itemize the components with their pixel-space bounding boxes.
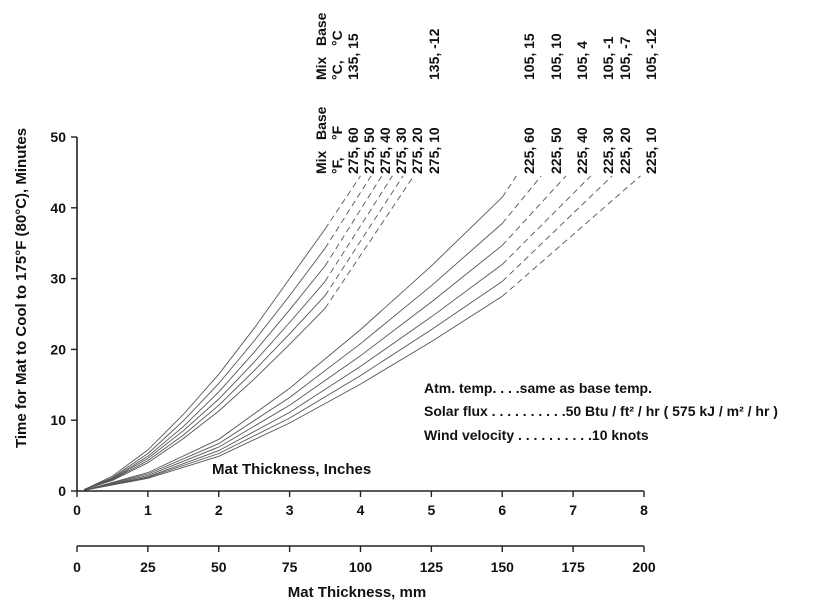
mm-axis-title: Mat Thickness, mm bbox=[288, 584, 426, 601]
series-label-c: 105, 10 bbox=[548, 33, 564, 80]
series-line bbox=[83, 244, 503, 491]
series-label-f: 275, 60 bbox=[345, 127, 361, 174]
series-label-f: 225, 40 bbox=[574, 127, 590, 174]
x-tick-label: 5 bbox=[427, 502, 435, 518]
x-tick-label: 3 bbox=[286, 502, 294, 518]
series-label-c: 105, -7 bbox=[617, 36, 633, 80]
x-tick-label: 8 bbox=[640, 502, 648, 518]
x-tick-label: 4 bbox=[357, 502, 365, 518]
series-line-extension bbox=[324, 175, 383, 267]
series-line bbox=[83, 265, 326, 491]
series-label-c: 135, 15 bbox=[345, 33, 361, 80]
mm-tick-label: 75 bbox=[282, 559, 298, 575]
series-line bbox=[84, 281, 503, 491]
series-line-extension bbox=[501, 175, 542, 224]
header-c-base: Base bbox=[313, 12, 329, 46]
x-tick-label: 0 bbox=[73, 502, 81, 518]
mm-tick-label: 0 bbox=[73, 559, 81, 575]
y-axis-ticks: 0 10 20 30 40 50 bbox=[50, 129, 77, 499]
mm-tick-label: 125 bbox=[420, 559, 444, 575]
series-line-extension bbox=[501, 175, 517, 198]
series-line bbox=[83, 223, 503, 491]
mm-tick-label: 175 bbox=[561, 559, 585, 575]
series-line bbox=[83, 228, 326, 491]
series-label-f: 225, 10 bbox=[643, 127, 659, 174]
mm-tick-label: 50 bbox=[211, 559, 227, 575]
x-axis-title: Mat Thickness, Inches bbox=[212, 461, 371, 478]
mm-tick-label: 150 bbox=[491, 559, 515, 575]
series-label-c: 105, 4 bbox=[574, 41, 590, 80]
header-c-unit-mix: °C, bbox=[329, 60, 345, 80]
header-c-mix: Mix bbox=[313, 56, 329, 80]
header-f-mix: Mix bbox=[313, 150, 329, 174]
series-line bbox=[83, 295, 326, 491]
series-line-extension bbox=[324, 175, 372, 249]
series-line bbox=[83, 307, 326, 491]
series-label-f: 275, 40 bbox=[377, 127, 393, 174]
series-label-f: 275, 10 bbox=[426, 127, 442, 174]
y-axis-title: Time for Mat to Cool to 175°F (80°C), Mi… bbox=[13, 128, 30, 448]
mm-axis-ticks: 0 25 50 75 100 125 150 175 200 bbox=[73, 546, 656, 575]
y-tick-label: 50 bbox=[50, 129, 66, 145]
y-tick-label: 40 bbox=[50, 200, 66, 216]
series-line-extension bbox=[501, 175, 613, 282]
header-c-unit-base: °C bbox=[329, 30, 345, 46]
series-line bbox=[83, 196, 503, 491]
series-line-extension bbox=[324, 175, 415, 309]
series-label-f: 225, 30 bbox=[600, 127, 616, 174]
curves-group bbox=[83, 175, 641, 491]
note-atm-temp: Atm. temp. . . .same as base temp. bbox=[424, 380, 652, 396]
header-f-base: Base bbox=[313, 106, 329, 140]
mm-tick-label: 25 bbox=[140, 559, 156, 575]
x-tick-label: 6 bbox=[498, 502, 506, 518]
series-label-f: 275, 50 bbox=[361, 127, 377, 174]
series-line bbox=[84, 295, 503, 491]
note-wind-velocity: Wind velocity . . . . . . . . . .10 knot… bbox=[424, 427, 649, 443]
series-label-f: 225, 20 bbox=[617, 127, 633, 174]
series-label-f: 275, 30 bbox=[393, 127, 409, 174]
note-solar-flux: Solar flux . . . . . . . . . .50 Btu / f… bbox=[424, 403, 778, 419]
mm-tick-label: 100 bbox=[349, 559, 373, 575]
x-axis-ticks: 0 1 2 3 4 5 6 7 8 bbox=[73, 491, 648, 518]
y-tick-label: 30 bbox=[50, 271, 66, 287]
series-line-extension bbox=[324, 175, 361, 230]
y-tick-label: 0 bbox=[58, 483, 66, 499]
x-tick-label: 1 bbox=[144, 502, 152, 518]
series-label-f: 275, 20 bbox=[409, 127, 425, 174]
series-line-extension bbox=[324, 175, 393, 282]
header-f-unit-base: °F bbox=[329, 125, 345, 140]
series-line-extension bbox=[501, 175, 592, 265]
x-tick-label: 2 bbox=[215, 502, 223, 518]
series-line-extension bbox=[502, 175, 641, 297]
mm-tick-label: 200 bbox=[632, 559, 656, 575]
series-label-f: 225, 60 bbox=[521, 127, 537, 174]
series-line-extension bbox=[324, 175, 404, 296]
series-label-c: 105, -1 bbox=[600, 36, 616, 80]
series-label-c: 135, -12 bbox=[426, 28, 442, 80]
x-tick-label: 7 bbox=[569, 502, 577, 518]
series-label-c: 105, -12 bbox=[643, 28, 659, 80]
y-tick-label: 20 bbox=[50, 341, 66, 357]
series-label-c: 105, 15 bbox=[521, 33, 537, 80]
header-f-unit-mix: °F, bbox=[329, 158, 345, 175]
series-label-f: 225, 50 bbox=[548, 127, 564, 174]
series-line-extension bbox=[501, 175, 567, 246]
series-line bbox=[84, 264, 503, 491]
series-line bbox=[83, 247, 326, 491]
y-tick-label: 10 bbox=[50, 412, 66, 428]
series-line bbox=[83, 281, 326, 491]
